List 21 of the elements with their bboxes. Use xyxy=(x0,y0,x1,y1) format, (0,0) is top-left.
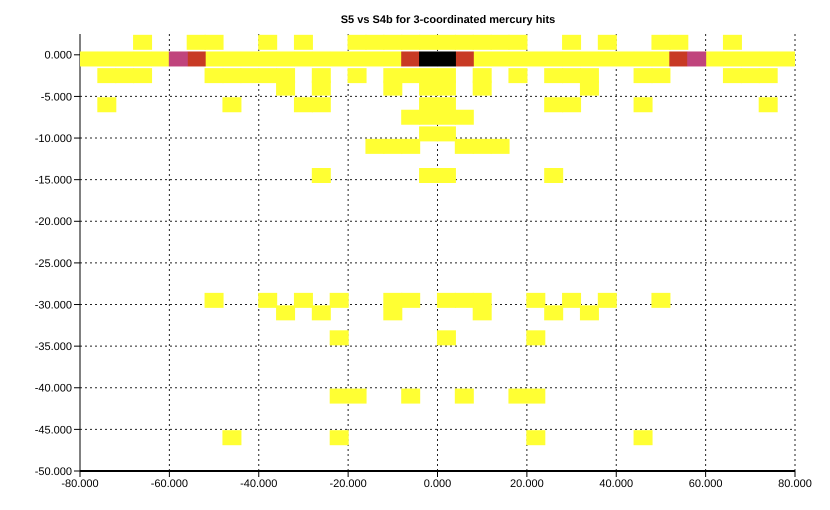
y-tick-label: -10.000 xyxy=(34,132,72,145)
y-tick-label: 0.000 xyxy=(44,50,72,62)
x-tick-label: -80.000 xyxy=(61,478,99,490)
x-tick-label: -20.000 xyxy=(329,478,367,490)
y-tick-label: -5.000 xyxy=(40,91,72,104)
y-tick-label: -45.000 xyxy=(34,424,72,436)
y-tick-label: -35.000 xyxy=(34,341,72,354)
x-tick-label: -40.000 xyxy=(240,478,278,490)
x-tick-label: 40.000 xyxy=(599,478,634,490)
x-tick-label: -60.000 xyxy=(150,478,188,490)
x-tick-label: 60.000 xyxy=(688,478,722,490)
y-tick-label: -15.000 xyxy=(34,174,72,187)
y-tick-label: -40.000 xyxy=(34,382,72,395)
y-tick-label: -30.000 xyxy=(34,299,72,312)
x-tick-label: 20.000 xyxy=(510,478,544,490)
y-tick-label: -20.000 xyxy=(34,216,72,228)
chart-title: S5 vs S4b for 3-coordinated mercury hits xyxy=(340,13,556,28)
x-tick-label: 80.000 xyxy=(778,478,812,490)
y-tick-label: -50.000 xyxy=(34,466,72,478)
y-tick-label: -25.000 xyxy=(34,258,72,270)
x-tick-label: 0.000 xyxy=(424,478,452,490)
